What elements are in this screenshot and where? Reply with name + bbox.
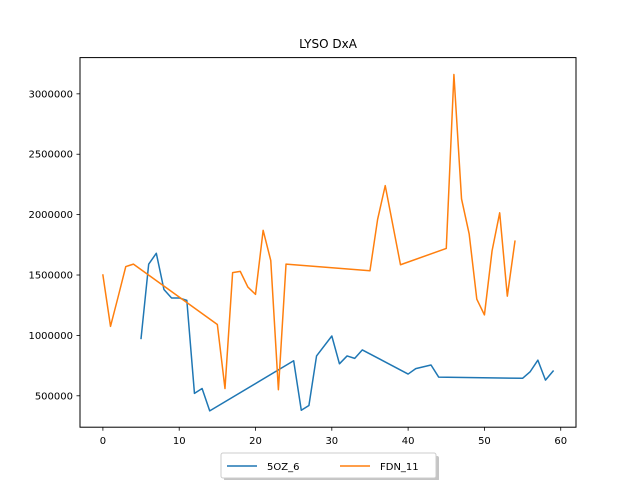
y-tick-label: 500000 bbox=[35, 391, 73, 402]
x-tick-label: 50 bbox=[478, 436, 491, 447]
x-tick-label: 20 bbox=[249, 436, 262, 447]
x-axis: 0 10 20 30 40 50 60 bbox=[100, 427, 567, 447]
y-tick-label: 3000000 bbox=[28, 89, 73, 100]
x-tick-label: 40 bbox=[402, 436, 415, 447]
y-tick-label: 1000000 bbox=[28, 331, 73, 342]
plot-area bbox=[102, 73, 555, 412]
y-axis: 500000 1000000 1500000 2000000 2500000 300000… bbox=[28, 89, 80, 402]
y-tick-label: 2000000 bbox=[28, 210, 73, 221]
x-tick-label: 0 bbox=[100, 436, 106, 447]
series-line-0 bbox=[140, 252, 555, 412]
x-tick-label: 10 bbox=[173, 436, 186, 447]
plot-frame bbox=[79, 57, 577, 428]
legend-label-1: FDN_11 bbox=[380, 462, 419, 473]
legend-label-0: 5OZ_6 bbox=[267, 462, 299, 473]
series-line-1 bbox=[102, 73, 516, 391]
chart-title: LYSO DxA bbox=[299, 37, 358, 51]
x-tick-label: 30 bbox=[325, 436, 338, 447]
legend-box bbox=[220, 452, 437, 479]
legend: 5OZ_6 FDN_11 bbox=[220, 452, 439, 480]
x-tick-label: 60 bbox=[554, 436, 567, 447]
y-tick-label: 2500000 bbox=[28, 150, 73, 161]
y-tick-label: 1500000 bbox=[28, 271, 73, 282]
